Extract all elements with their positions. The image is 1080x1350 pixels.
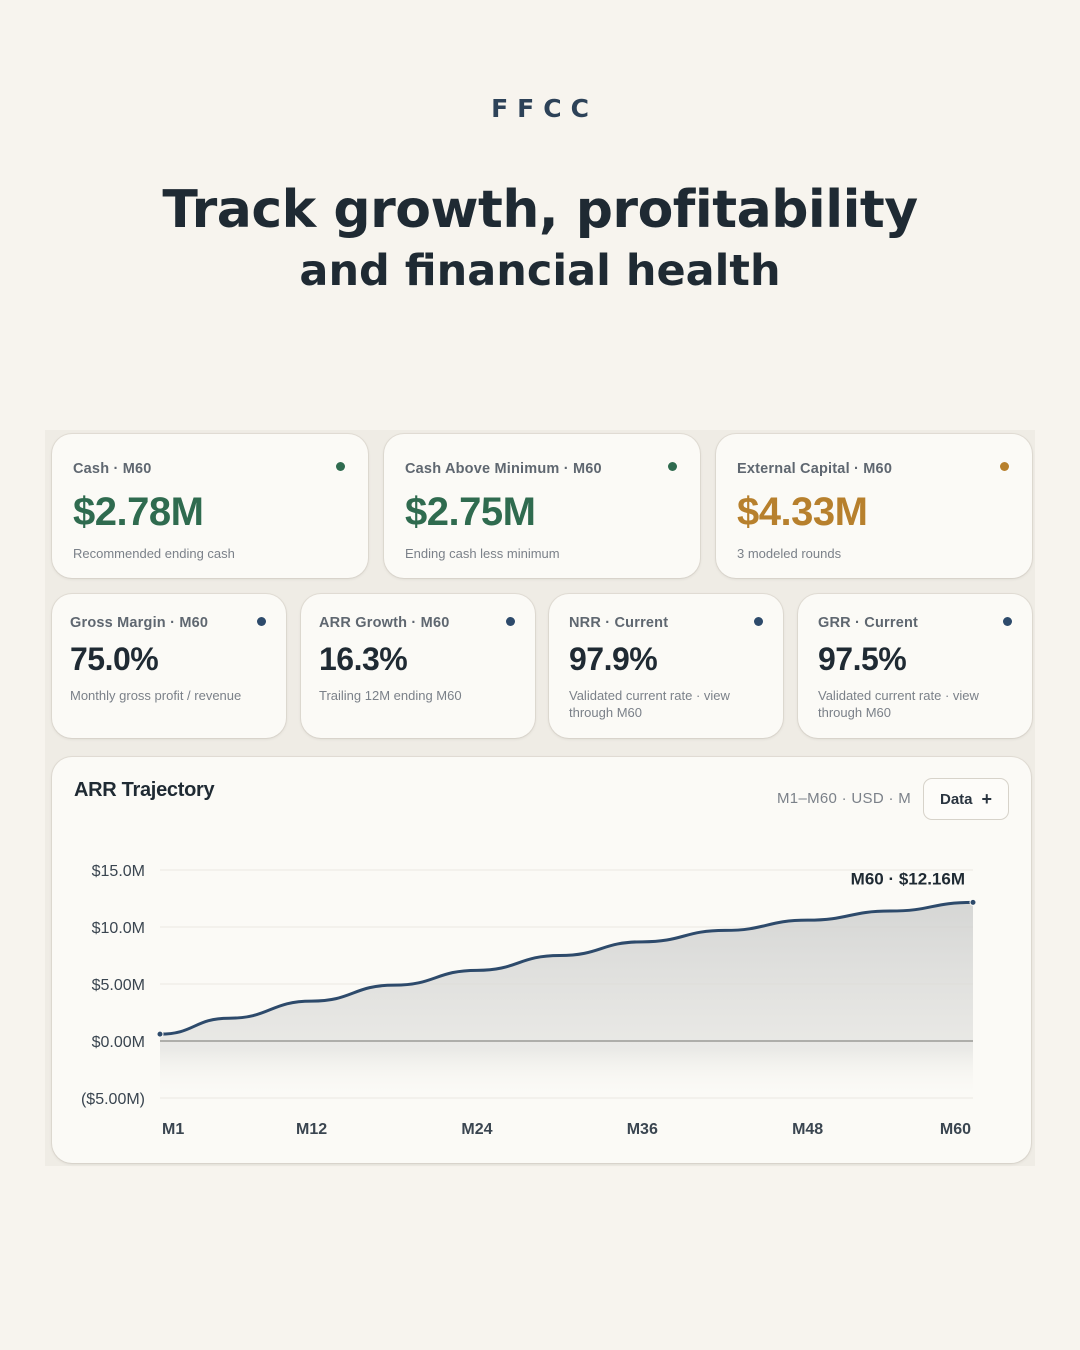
kpi-subtext: Recommended ending cash xyxy=(73,546,235,561)
metric-value: 97.9% xyxy=(569,641,658,677)
chart-title: ARR Trajectory xyxy=(74,779,215,801)
x-tick-label: M48 xyxy=(792,1121,823,1138)
y-tick-label: $5.00M xyxy=(92,977,145,994)
end-value-annotation: M60 · $12.16M xyxy=(851,869,965,888)
metric-subtext: Monthly gross profit / revenue xyxy=(70,688,242,703)
arr-chart: $15.0M $10.0M $5.00M $0.00M ($5.00M) M60 · $1… xyxy=(81,863,977,1138)
metric-subtext-2: through M60 xyxy=(569,705,642,720)
metric-label: NRR · Current xyxy=(569,615,669,631)
series-area xyxy=(160,902,973,1098)
metric-value: 75.0% xyxy=(70,641,159,677)
plus-icon: + xyxy=(981,789,993,809)
y-tick-label: ($5.00M) xyxy=(81,1091,145,1108)
kpi-card-cash-above-minimum[interactable]: Cash Above Minimum · M60 $2.75M Ending c… xyxy=(384,434,700,578)
x-tick-label: M60 xyxy=(940,1121,971,1138)
kpi-subtext: Ending cash less minimum xyxy=(405,546,560,561)
y-tick-label: $15.0M xyxy=(92,863,145,880)
kpi-card-external-capital[interactable]: External Capital · M60 $4.33M 3 modeled … xyxy=(716,434,1032,578)
kpi-value: $2.78M xyxy=(73,490,204,534)
metric-card-arr-growth[interactable]: ARR Growth · M60 16.3% Trailing 12M endi… xyxy=(301,594,535,738)
headline: Track growth, profitability and financia… xyxy=(0,178,1080,300)
status-dot-icon xyxy=(257,617,266,626)
series-line xyxy=(158,900,975,1036)
data-button[interactable]: Data + xyxy=(923,778,1009,820)
dashboard-panel: Cash · M60 $2.78M Recommended ending cas… xyxy=(45,430,1035,1166)
kpi-value: $4.33M xyxy=(737,490,868,534)
metric-label: ARR Growth · M60 xyxy=(319,615,450,631)
headline-line-2: and financial health xyxy=(299,246,781,296)
status-dot-icon xyxy=(336,462,345,471)
headline-line-1: Track growth, profitability xyxy=(162,180,918,240)
y-tick-label: $10.0M xyxy=(92,920,145,937)
kpi-card-cash[interactable]: Cash · M60 $2.78M Recommended ending cas… xyxy=(52,434,368,578)
x-tick-label: M24 xyxy=(461,1121,492,1138)
x-tick-label: M12 xyxy=(296,1121,327,1138)
end-point xyxy=(969,898,977,906)
metric-label: Gross Margin · M60 xyxy=(70,615,209,631)
y-tick-label: $0.00M xyxy=(92,1034,145,1051)
metric-card-grr[interactable]: GRR · Current 97.5% Validated current ra… xyxy=(798,594,1032,738)
status-dot-icon xyxy=(754,617,763,626)
metric-value: 97.5% xyxy=(818,641,907,677)
x-tick-label: M1 xyxy=(162,1121,184,1138)
arr-trajectory-card: ARR Trajectory M1–M60 · USD · M Data + $… xyxy=(52,757,1031,1163)
chart-range-meta: M1–M60 · USD · M xyxy=(777,790,911,807)
metric-label: GRR · Current xyxy=(818,615,919,631)
brand-logo: FFCC xyxy=(491,94,598,123)
status-dot-icon xyxy=(1000,462,1009,471)
kpi-label: Cash · M60 xyxy=(73,461,152,477)
kpi-subtext: 3 modeled rounds xyxy=(737,546,842,561)
kpi-label: External Capital · M60 xyxy=(737,461,893,477)
metric-card-nrr[interactable]: NRR · Current 97.9% Validated current ra… xyxy=(549,594,783,738)
metric-subtext: Validated current rate · view xyxy=(818,688,979,703)
metric-value: 16.3% xyxy=(319,641,408,677)
status-dot-icon xyxy=(506,617,515,626)
status-dot-icon xyxy=(668,462,677,471)
kpi-label: Cash Above Minimum · M60 xyxy=(405,461,602,477)
metric-subtext: Validated current rate · view xyxy=(569,688,730,703)
kpi-value: $2.75M xyxy=(405,490,536,534)
data-button-label: Data xyxy=(939,790,973,808)
start-point xyxy=(156,1030,164,1038)
x-tick-label: M36 xyxy=(627,1121,658,1138)
metric-subtext-2: through M60 xyxy=(818,705,891,720)
status-dot-icon xyxy=(1003,617,1012,626)
metric-card-gross-margin[interactable]: Gross Margin · M60 75.0% Monthly gross p… xyxy=(52,594,286,738)
metric-subtext: Trailing 12M ending M60 xyxy=(319,688,462,703)
